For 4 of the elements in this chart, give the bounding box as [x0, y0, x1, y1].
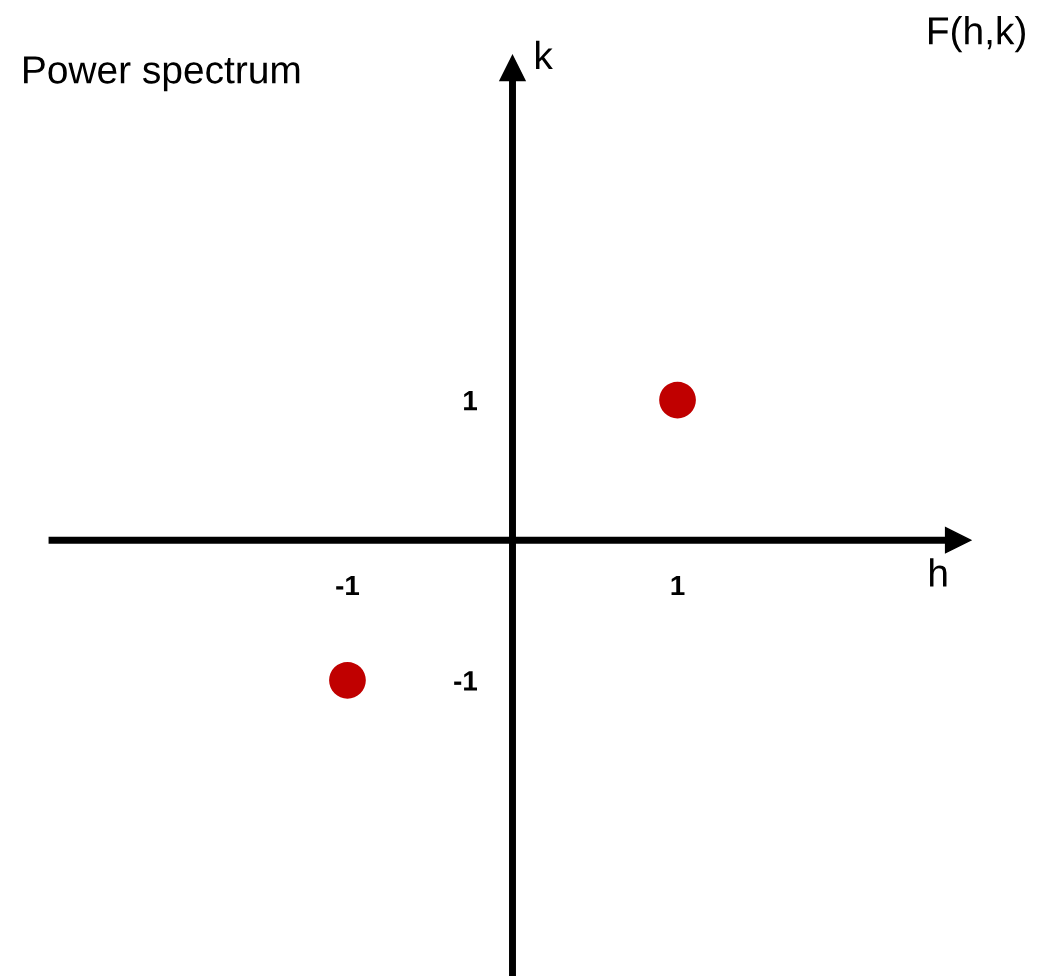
x-axis-title: h: [930, 558, 947, 587]
text: F(h,k): [929, 16, 1025, 53]
chart-title: Power spectrum: [24, 56, 300, 92]
y-axis-title: k: [536, 40, 553, 69]
